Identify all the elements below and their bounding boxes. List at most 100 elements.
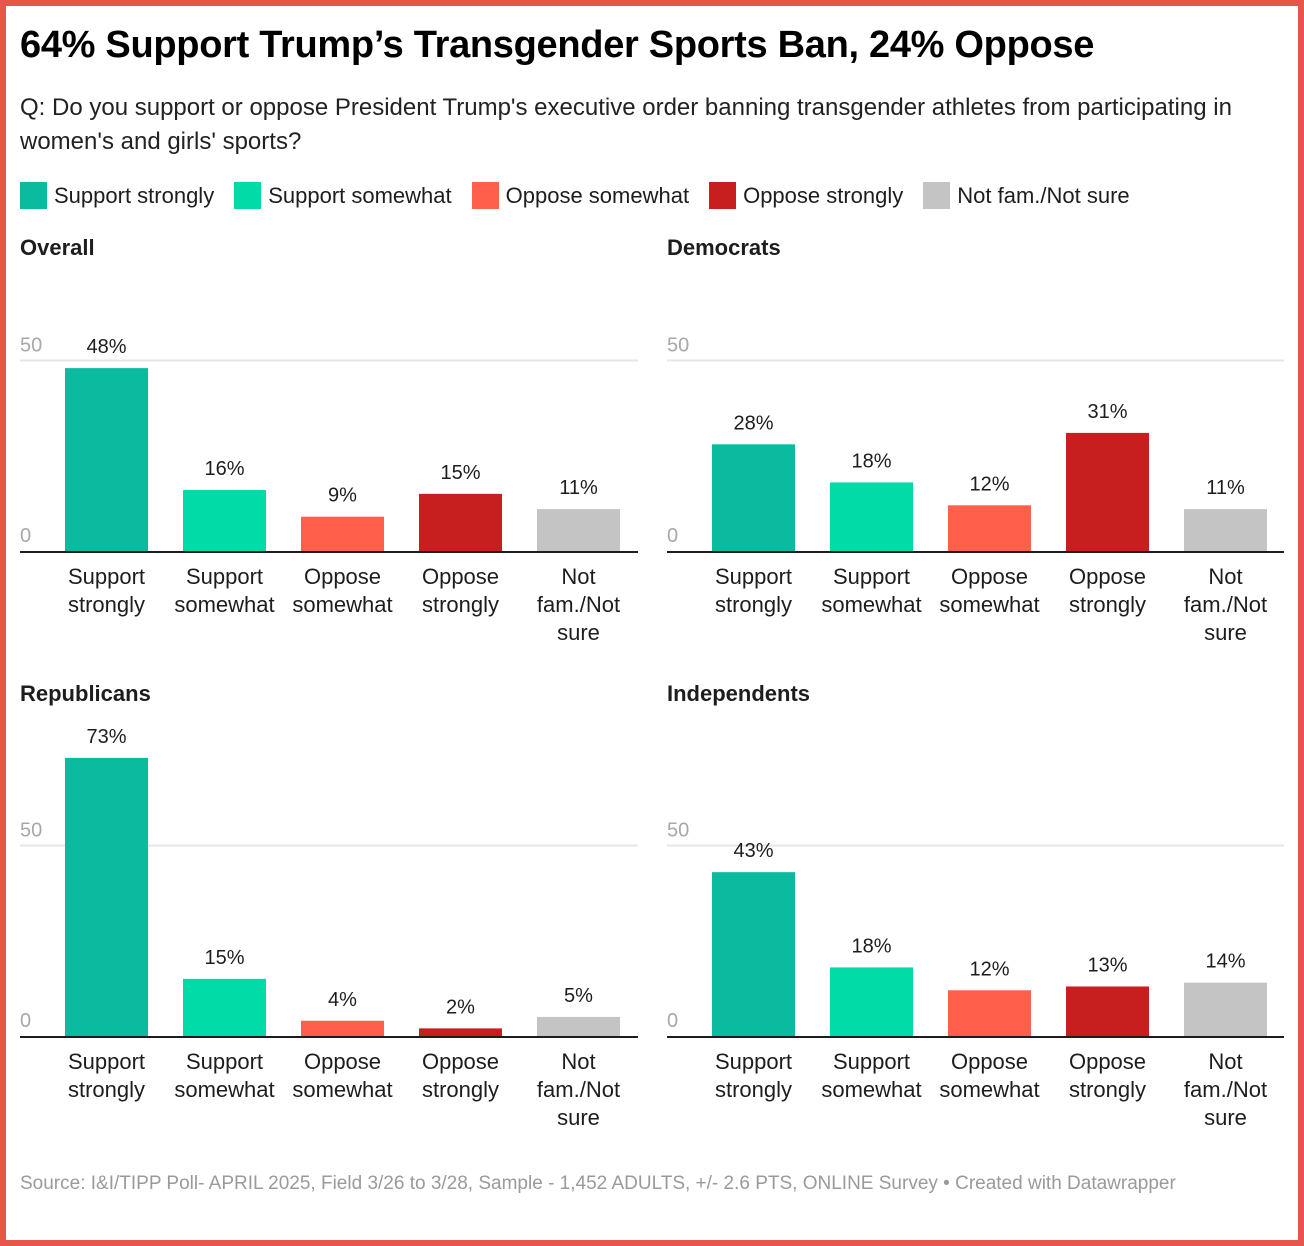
category-label: Oppose strongly xyxy=(422,564,499,617)
category-label: Oppose strongly xyxy=(1069,1049,1146,1102)
legend-item-support-somewhat: Support somewhat xyxy=(234,182,452,209)
bar xyxy=(183,978,266,1036)
category-label-line: somewhat xyxy=(292,592,392,617)
legend-label: Oppose somewhat xyxy=(505,182,690,208)
y-tick-label: 50 xyxy=(667,820,689,842)
category-label: Oppose somewhat xyxy=(292,1049,392,1102)
panel-title: Democrats xyxy=(667,235,781,260)
category-label: Support strongly xyxy=(715,564,792,617)
category-label-line: Oppose xyxy=(1069,1049,1146,1074)
value-label: 9% xyxy=(328,485,357,507)
category-label-line: Oppose xyxy=(951,564,1028,589)
category-label-line: sure xyxy=(1204,1105,1247,1130)
bar xyxy=(1184,982,1267,1036)
legend-swatch xyxy=(923,182,951,209)
y-tick-label: 50 xyxy=(20,820,42,842)
category-label: Support strongly xyxy=(715,1049,792,1102)
value-label: 13% xyxy=(1087,954,1127,976)
legend-label: Not fam./Not sure xyxy=(957,182,1130,208)
value-label: 14% xyxy=(1205,951,1245,973)
category-label: Oppose somewhat xyxy=(292,564,392,617)
category-label-line: Support xyxy=(186,564,263,589)
value-label: 43% xyxy=(733,840,773,862)
category-label: Oppose somewhat xyxy=(939,1049,1039,1102)
category-label-line: Not xyxy=(1208,1049,1242,1074)
y-tick-label: 0 xyxy=(667,525,678,547)
category-label: Support somewhat xyxy=(174,1049,274,1102)
bar xyxy=(65,757,148,1036)
category-label: Support somewhat xyxy=(821,1049,921,1102)
category-label: Not fam./Not sure xyxy=(537,1049,620,1130)
value-label: 18% xyxy=(851,450,891,472)
category-label-line: Not xyxy=(1208,564,1242,589)
category-label-line: strongly xyxy=(1069,592,1146,617)
bar xyxy=(301,516,384,551)
bar xyxy=(65,368,148,551)
category-label: Not fam./Not sure xyxy=(1184,1049,1267,1130)
category-label-line: Not xyxy=(561,564,595,589)
category-label-line: sure xyxy=(1204,620,1247,645)
category-label-line: strongly xyxy=(422,592,499,617)
category-label-line: sure xyxy=(557,620,600,645)
category-label: Oppose strongly xyxy=(1069,564,1146,617)
chart-panel-overall: Overall 0 50 48% Support strongly 16% Support so… xyxy=(20,235,638,645)
bar xyxy=(419,1028,502,1036)
category-label-line: Support xyxy=(833,1049,910,1074)
legend-item-oppose-somewhat: Oppose somewhat xyxy=(471,182,690,209)
value-label: 48% xyxy=(86,336,126,358)
category-label: Support somewhat xyxy=(821,564,921,617)
category-label-line: Support xyxy=(715,1049,792,1074)
legend: Support strongly Support somewhat Oppose… xyxy=(20,182,1150,209)
category-label-line: fam./Not xyxy=(1184,1077,1267,1102)
category-label-line: fam./Not xyxy=(537,1077,620,1102)
category-label-line: somewhat xyxy=(174,1077,274,1102)
chart-subtitle: Q: Do you support or oppose President Tr… xyxy=(20,94,1232,155)
category-label-line: somewhat xyxy=(821,592,921,617)
bar xyxy=(948,505,1031,551)
category-label-line: strongly xyxy=(715,592,792,617)
chart-panel-democrats: Democrats 0 50 28% Support strongly 18% Support… xyxy=(667,235,1284,645)
category-label-line: strongly xyxy=(68,1077,145,1102)
category-label: Support strongly xyxy=(68,1049,145,1102)
panel-title: Republicans xyxy=(20,681,151,706)
category-label-line: Support xyxy=(715,564,792,589)
legend-swatch xyxy=(471,182,499,209)
category-label: Not fam./Not sure xyxy=(537,564,620,645)
category-label-line: somewhat xyxy=(174,592,274,617)
category-label-line: fam./Not xyxy=(537,592,620,617)
category-label-line: Support xyxy=(68,564,145,589)
category-label: Oppose strongly xyxy=(422,1049,499,1102)
category-label-line: somewhat xyxy=(821,1077,921,1102)
bar xyxy=(301,1020,384,1036)
category-label-line: somewhat xyxy=(939,1077,1039,1102)
value-label: 15% xyxy=(440,462,480,484)
value-label: 2% xyxy=(446,996,475,1018)
value-label: 15% xyxy=(204,947,244,969)
legend-item-support-strongly: Support strongly xyxy=(20,182,214,209)
category-label-line: strongly xyxy=(715,1077,792,1102)
category-label-line: Oppose xyxy=(951,1049,1028,1074)
category-label-line: Not xyxy=(561,1049,595,1074)
category-label: Not fam./Not sure xyxy=(1184,564,1267,645)
category-label-line: Oppose xyxy=(422,564,499,589)
value-label: 11% xyxy=(1206,477,1245,499)
value-label: 4% xyxy=(328,989,357,1011)
legend-item-not-sure: Not fam./Not sure xyxy=(923,182,1130,209)
y-tick-label: 0 xyxy=(20,525,31,547)
value-label: 12% xyxy=(969,473,1009,495)
bar xyxy=(830,482,913,551)
value-label: 18% xyxy=(851,935,891,957)
category-label-line: sure xyxy=(557,1105,600,1130)
value-label: 11% xyxy=(559,477,598,499)
category-label: Support somewhat xyxy=(174,564,274,617)
value-label: 16% xyxy=(204,458,244,480)
category-label-line: strongly xyxy=(68,592,145,617)
category-label-line: strongly xyxy=(1069,1077,1146,1102)
legend-label: Support strongly xyxy=(54,182,215,208)
y-tick-label: 50 xyxy=(20,335,42,357)
legend-swatch xyxy=(709,182,737,209)
bar xyxy=(537,509,620,551)
bar xyxy=(948,990,1031,1036)
y-tick-label: 0 xyxy=(20,1010,31,1032)
bar xyxy=(183,490,266,551)
